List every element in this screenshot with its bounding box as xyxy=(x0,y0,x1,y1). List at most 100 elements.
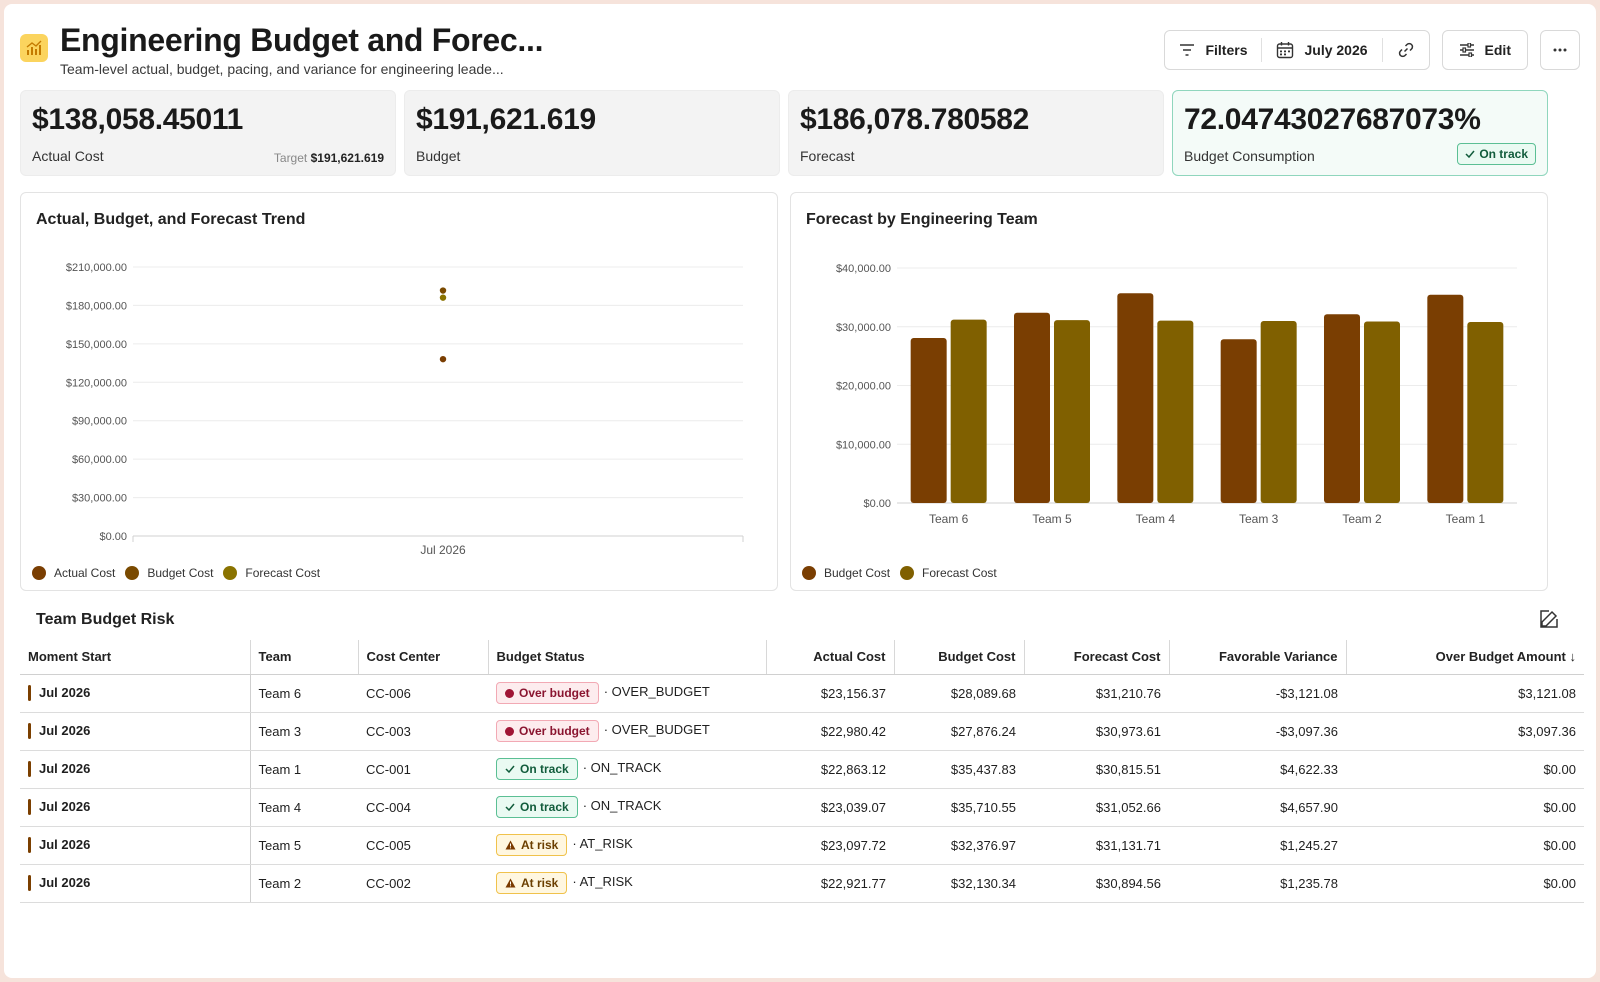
column-header-sorted[interactable]: Over Budget Amount ↓ xyxy=(1345,640,1584,675)
column-header[interactable]: Forecast Cost xyxy=(1023,640,1169,675)
kpi-label: Actual Cost xyxy=(32,148,104,164)
chart-legend: Budget Cost Forecast Cost xyxy=(802,566,997,580)
row-marker xyxy=(28,837,31,854)
filter-icon xyxy=(1180,44,1195,56)
cell-forecast-cost: $31,210.76 xyxy=(1024,674,1169,713)
legend-item-budget[interactable]: Budget Cost xyxy=(802,566,890,580)
cell-budget-status: On track · ON_TRACK xyxy=(488,788,766,827)
cell-budget-status: At risk · AT_RISK xyxy=(488,864,766,903)
legend-swatch xyxy=(32,566,46,580)
column-header[interactable]: Budget Status xyxy=(487,640,766,675)
table-title: Team Budget Risk xyxy=(36,611,175,628)
y-tick-label: $30,000.00 xyxy=(72,493,127,505)
share-link-button[interactable] xyxy=(1383,31,1429,69)
data-point-budget-cost xyxy=(439,287,447,294)
legend-swatch xyxy=(223,566,238,580)
cell-text: Jul 2026 xyxy=(39,874,91,890)
cell-text: Jul 2026 xyxy=(39,798,91,814)
table-row[interactable]: Jul 2026 Team 4 CC-004 On track · ON_TRACK $2… xyxy=(20,788,1584,827)
legend-swatch xyxy=(125,566,140,580)
column-header[interactable]: Budget Cost xyxy=(893,640,1024,675)
table-row[interactable]: Jul 2026 Team 1 CC-001 On track · ON_TRACK $2… xyxy=(20,750,1584,789)
cell-over-budget-amount: $3,097.36 xyxy=(1346,712,1584,751)
filters-button[interactable]: Filters xyxy=(1165,31,1261,69)
y-tick-label: $210,000.00 xyxy=(66,262,127,274)
chart-legend: Actual Cost Budget Cost Forecast Cost xyxy=(32,566,320,580)
team-budget-risk-table: Moment Start Team Cost Center Budget Sta… xyxy=(20,640,1584,903)
y-tick-label: $20,000.00 xyxy=(836,381,891,393)
column-header[interactable]: Actual Cost xyxy=(765,640,894,675)
status-code: · ON_TRACK xyxy=(582,798,662,814)
status-badge: Over budget xyxy=(496,720,599,742)
cell-team: Team 4 xyxy=(250,788,358,827)
legend-swatch xyxy=(802,566,816,580)
legend-item-forecast[interactable]: Forecast Cost xyxy=(900,566,997,580)
status-badge: Over budget xyxy=(496,682,599,704)
legend-item-actual[interactable]: Actual Cost xyxy=(32,566,115,580)
legend-label: Forecast Cost xyxy=(245,566,321,580)
column-header[interactable]: Cost Center xyxy=(357,640,488,675)
y-tick-label: $0.00 xyxy=(99,531,127,543)
cell-text: Jul 2026 xyxy=(39,760,91,776)
legend-swatch xyxy=(900,566,915,580)
bar-budget-cost xyxy=(1117,293,1154,503)
table-row[interactable]: Jul 2026 Team 6 CC-006 Over budget · OVER_BU… xyxy=(20,674,1584,713)
bar-forecast-cost xyxy=(1467,321,1504,503)
legend-item-forecast[interactable]: Forecast Cost xyxy=(223,566,320,580)
status-code: · OVER_BUDGET xyxy=(603,722,710,738)
cell-actual-cost: $23,156.37 xyxy=(766,674,894,713)
column-header[interactable]: Favorable Variance xyxy=(1168,640,1346,675)
legend-label: Budget Cost xyxy=(824,566,891,580)
column-header[interactable]: Moment Start xyxy=(20,640,250,675)
page-title: Engineering Budget and Forec... xyxy=(60,22,544,58)
cell-team: Team 3 xyxy=(250,712,358,751)
cell-moment-start: Jul 2026 xyxy=(20,826,251,865)
bar-budget-cost xyxy=(910,337,947,503)
cell-budget-status: Over budget · OVER_BUDGET xyxy=(488,674,766,713)
sort-desc-icon: ↓ xyxy=(1569,649,1577,665)
more-options-button[interactable] xyxy=(1541,31,1579,69)
y-tick-label: $10,000.00 xyxy=(836,439,891,451)
dashboard-frame: Engineering Budget and Forec... Team-lev… xyxy=(4,4,1596,978)
chart-app-icon xyxy=(20,34,48,62)
x-tick-label: Team 5 xyxy=(1032,512,1072,526)
edit-pencil-icon[interactable] xyxy=(1538,608,1560,630)
legend-item-budget[interactable]: Budget Cost xyxy=(125,566,213,580)
bar-budget-cost xyxy=(1220,339,1257,503)
cell-favorable-variance: -$3,121.08 xyxy=(1169,674,1346,713)
cell-budget-cost: $35,437.83 xyxy=(894,750,1024,789)
cell-budget-cost: $27,876.24 xyxy=(894,712,1024,751)
status-badge-label: At risk xyxy=(521,838,559,852)
kpi-forecast: $186,078.780582 Forecast xyxy=(788,90,1164,176)
cell-over-budget-amount: $0.00 xyxy=(1346,864,1584,903)
bar-forecast-cost xyxy=(1157,320,1194,503)
legend-label: Forecast Cost xyxy=(922,566,997,580)
date-label: July 2026 xyxy=(1304,42,1368,58)
y-tick-label: $180,000.00 xyxy=(66,300,127,312)
table-row[interactable]: Jul 2026 Team 5 CC-005 At risk · AT_RISK $23,… xyxy=(20,826,1584,865)
filters-label: Filters xyxy=(1205,42,1248,58)
cell-cost-center: CC-002 xyxy=(358,864,488,903)
y-tick-label: $120,000.00 xyxy=(66,377,127,389)
column-header[interactable]: Team xyxy=(249,640,358,675)
cell-moment-start: Jul 2026 xyxy=(20,864,251,903)
row-marker xyxy=(28,875,31,892)
bar-budget-cost xyxy=(1427,294,1464,503)
edit-button[interactable]: Edit xyxy=(1443,31,1527,69)
cell-moment-start: Jul 2026 xyxy=(20,788,251,827)
table-row[interactable]: Jul 2026 Team 2 CC-002 At risk · AT_RISK $22,… xyxy=(20,864,1584,903)
warning-icon xyxy=(505,840,516,850)
kpi-label: Budget xyxy=(416,148,461,164)
date-picker-button[interactable]: July 2026 xyxy=(1262,31,1381,69)
cell-budget-cost: $35,710.55 xyxy=(894,788,1024,827)
cell-forecast-cost: $30,894.56 xyxy=(1024,864,1169,903)
row-marker xyxy=(28,723,31,740)
table-row[interactable]: Jul 2026 Team 3 CC-003 Over budget · OVER_BU… xyxy=(20,712,1584,751)
status-badge-label: Over budget xyxy=(519,686,590,700)
cell-actual-cost: $22,921.77 xyxy=(766,864,894,903)
kpi-value: 72.04743027687073% xyxy=(1184,103,1481,136)
team-chart: $0.00 $10,000.00 $20,000.00 $30,000.00 $40,0… xyxy=(836,263,1517,526)
kpi-actual-cost: $138,058.45011 Actual Cost Target $191,6… xyxy=(20,90,396,176)
cell-moment-start: Jul 2026 xyxy=(20,674,251,713)
y-tick-label: $90,000.00 xyxy=(72,416,127,428)
